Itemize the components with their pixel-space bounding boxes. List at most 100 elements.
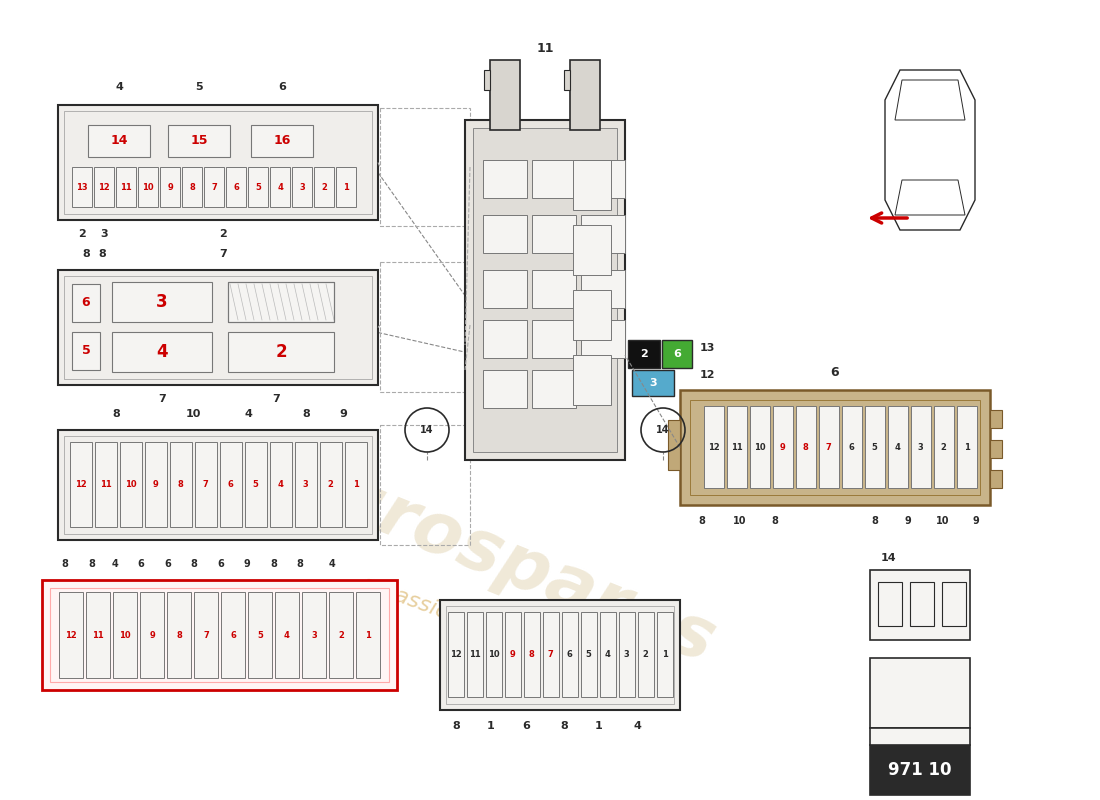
Bar	[120, 442, 142, 527]
Bar	[319, 442, 341, 527]
Bar	[573, 225, 610, 275]
Text: 6: 6	[138, 559, 144, 569]
Text: 6: 6	[218, 559, 224, 569]
Bar	[910, 582, 934, 626]
Text: 9: 9	[972, 516, 979, 526]
Text: 4: 4	[244, 409, 252, 419]
Text: 8: 8	[297, 559, 304, 569]
Text: 11: 11	[469, 650, 481, 659]
Bar	[221, 592, 245, 678]
Text: 11: 11	[92, 630, 103, 639]
Text: 1: 1	[365, 630, 371, 639]
Text: 3: 3	[624, 650, 629, 659]
Bar	[248, 592, 272, 678]
Text: 8: 8	[302, 409, 310, 419]
Text: 4: 4	[284, 630, 290, 639]
Bar	[58, 430, 378, 540]
Text: 13: 13	[76, 182, 88, 191]
Text: 4: 4	[605, 650, 610, 659]
Bar	[64, 111, 372, 214]
Bar	[356, 592, 380, 678]
Bar	[581, 160, 625, 198]
Bar	[878, 582, 902, 626]
Bar	[94, 167, 114, 207]
Text: 7: 7	[272, 394, 279, 404]
Bar	[990, 470, 1002, 488]
Bar	[934, 406, 954, 488]
Text: 8: 8	[176, 630, 182, 639]
Text: 5: 5	[81, 345, 90, 358]
Text: 14: 14	[657, 425, 670, 435]
Text: 2: 2	[640, 349, 648, 359]
Text: 10: 10	[119, 630, 131, 639]
Text: 2: 2	[940, 442, 946, 451]
Text: 12: 12	[450, 650, 461, 659]
Bar	[573, 355, 610, 405]
Polygon shape	[895, 80, 965, 120]
Bar	[570, 60, 600, 130]
Bar	[483, 320, 527, 358]
Bar	[314, 167, 334, 207]
Bar	[140, 592, 164, 678]
Text: 1: 1	[595, 721, 603, 731]
Bar	[483, 215, 527, 253]
Text: 1: 1	[343, 182, 349, 191]
Text: 6: 6	[278, 82, 286, 92]
Text: 5: 5	[253, 480, 258, 489]
Bar	[690, 400, 980, 495]
Bar	[275, 592, 299, 678]
Text: 8: 8	[871, 516, 879, 526]
Bar	[561, 612, 578, 697]
Bar	[220, 442, 242, 527]
Bar	[662, 340, 692, 368]
Bar	[138, 167, 158, 207]
Text: 9: 9	[339, 409, 346, 419]
Text: 3: 3	[649, 378, 657, 388]
Bar	[542, 612, 559, 697]
Bar	[465, 120, 625, 460]
Text: 1: 1	[487, 721, 495, 731]
Text: 12: 12	[65, 630, 77, 639]
Bar	[483, 160, 527, 198]
Text: 4: 4	[111, 559, 119, 569]
Bar	[302, 592, 326, 678]
Text: 8: 8	[89, 559, 96, 569]
Bar	[194, 592, 218, 678]
Bar	[532, 160, 576, 198]
Text: 12: 12	[75, 480, 87, 489]
Bar	[957, 406, 977, 488]
Text: 4: 4	[277, 480, 284, 489]
Bar	[69, 442, 91, 527]
Bar	[581, 270, 625, 308]
Bar	[483, 370, 527, 408]
Text: 6: 6	[230, 630, 235, 639]
Text: 2: 2	[642, 650, 648, 659]
Bar	[270, 442, 292, 527]
Bar	[818, 406, 838, 488]
Bar	[228, 282, 334, 322]
Bar	[244, 442, 266, 527]
Text: 5: 5	[871, 442, 878, 451]
Text: 11: 11	[100, 480, 111, 489]
Bar	[600, 612, 616, 697]
Text: a passion for parts since 1985: a passion for parts since 1985	[359, 573, 682, 707]
Text: 1: 1	[964, 442, 969, 451]
Bar	[64, 276, 372, 379]
Text: 12: 12	[707, 442, 719, 451]
Text: 12: 12	[98, 182, 110, 191]
Text: 4: 4	[277, 182, 283, 191]
Text: 8: 8	[189, 182, 195, 191]
Bar	[911, 406, 931, 488]
Bar	[116, 167, 136, 207]
Bar	[870, 658, 970, 728]
Bar	[532, 320, 576, 358]
Bar	[379, 262, 470, 392]
Bar	[524, 612, 539, 697]
Bar	[58, 105, 378, 220]
Text: 8: 8	[560, 721, 568, 731]
Text: 4: 4	[634, 721, 641, 731]
Text: 5: 5	[585, 650, 592, 659]
Text: 8: 8	[271, 559, 277, 569]
Text: 13: 13	[700, 343, 715, 353]
Bar	[680, 390, 990, 505]
